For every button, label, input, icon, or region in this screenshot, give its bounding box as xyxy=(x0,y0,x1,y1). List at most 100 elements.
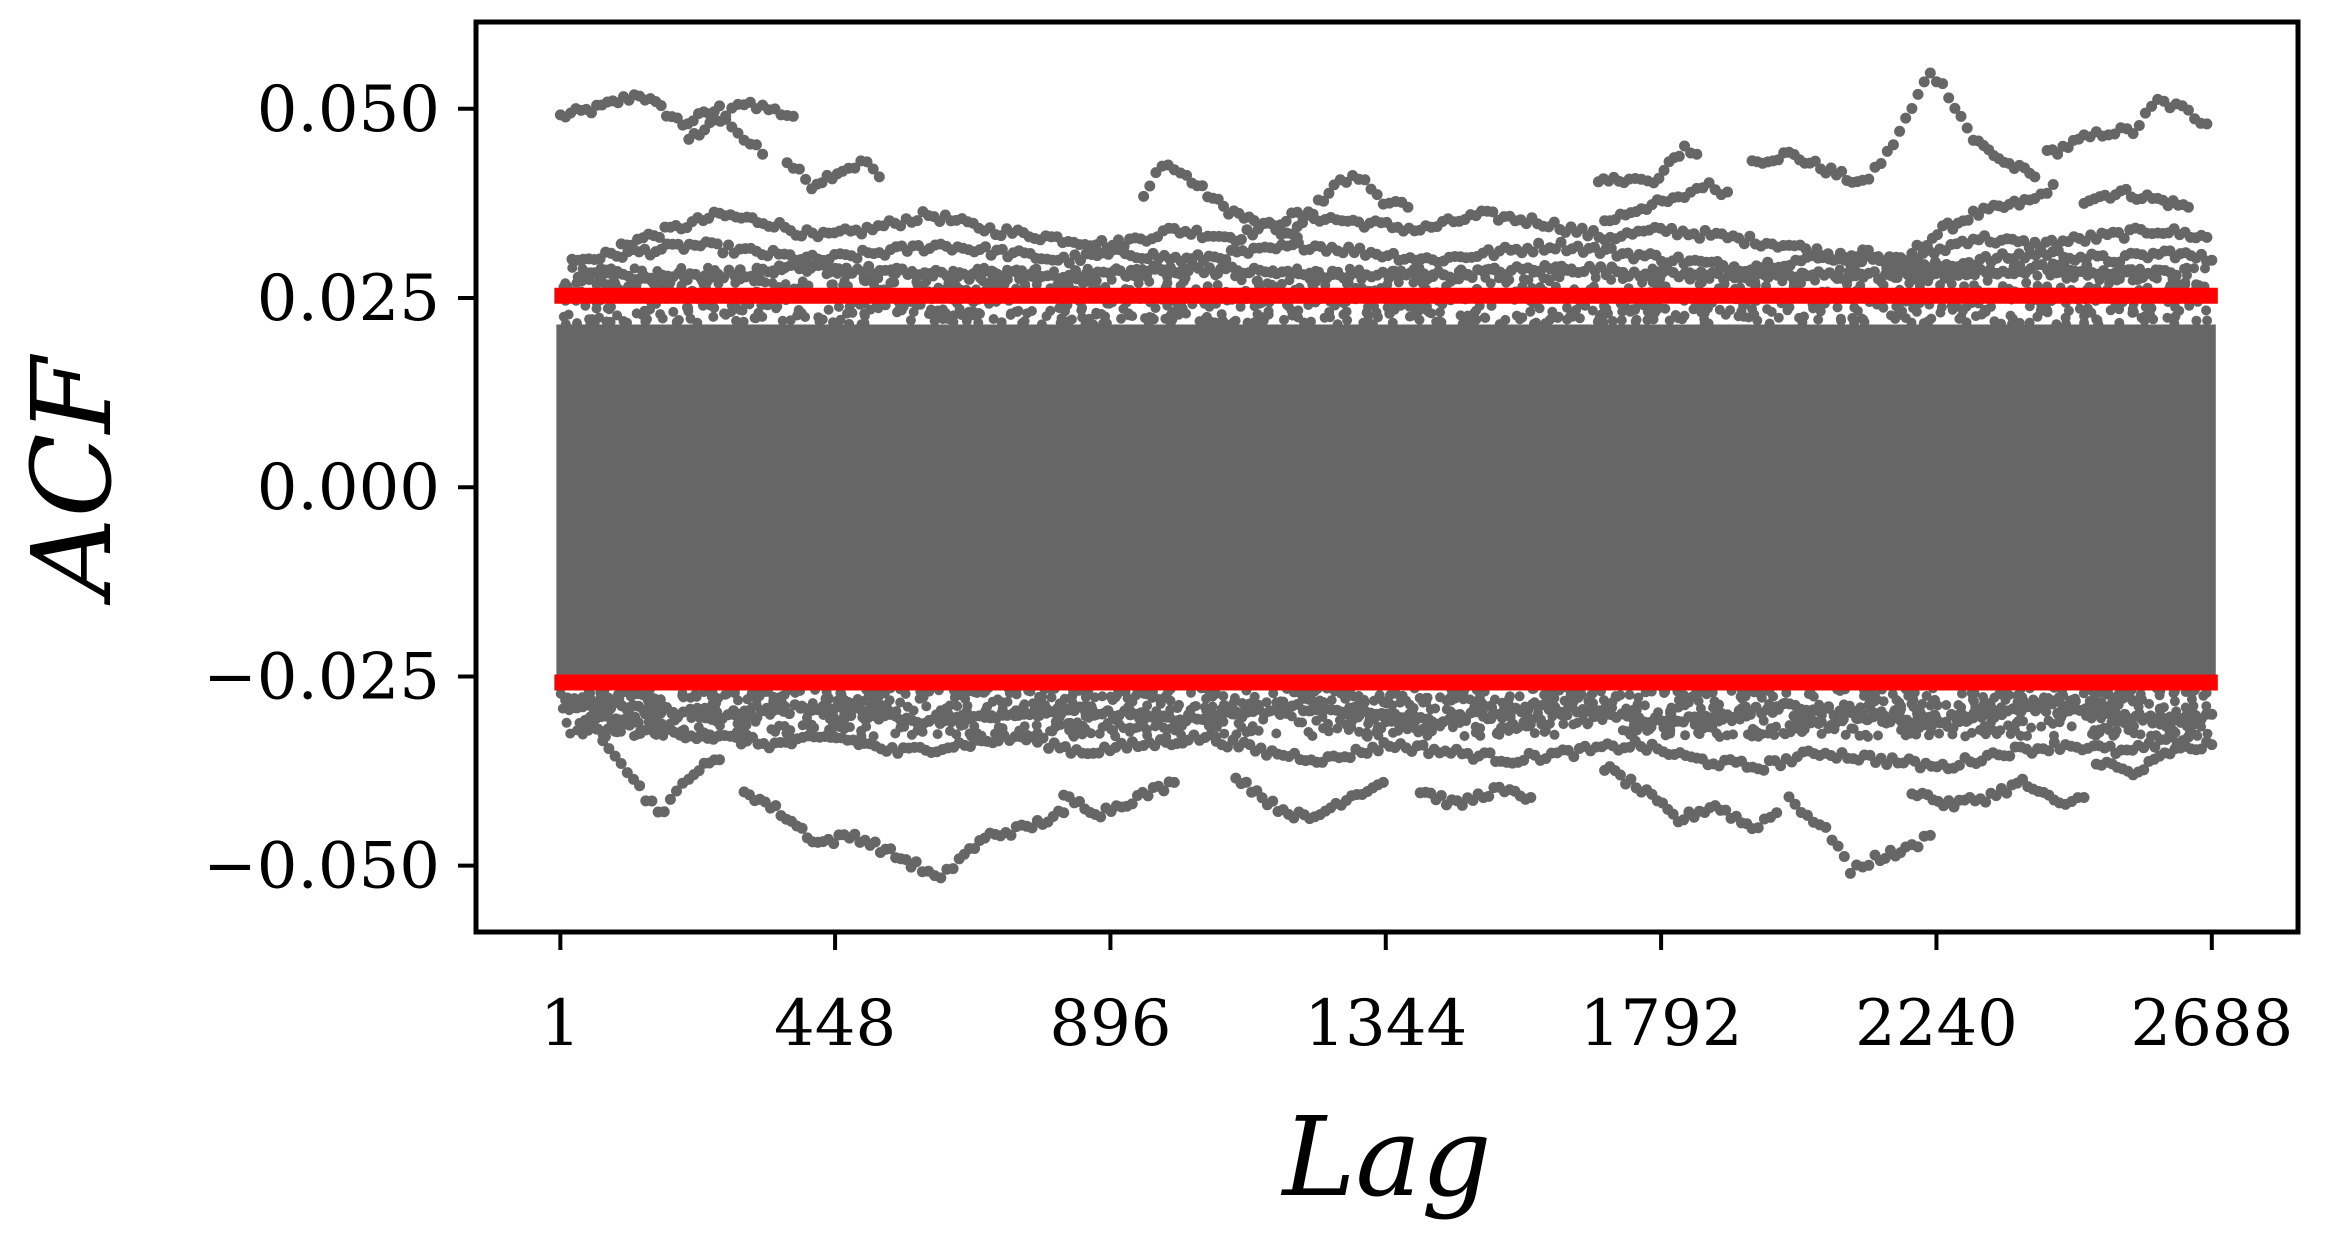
data-point xyxy=(757,263,768,274)
data-point xyxy=(1220,702,1231,713)
data-point xyxy=(1693,696,1704,707)
data-point xyxy=(2140,301,2151,312)
data-point xyxy=(1161,712,1172,723)
data-point xyxy=(579,714,590,725)
data-point xyxy=(1713,264,1724,275)
data-point xyxy=(1900,313,1911,324)
data-point xyxy=(2047,179,2059,190)
data-point xyxy=(651,712,662,723)
data-point xyxy=(1847,706,1858,717)
y-axis-label: ACF xyxy=(8,353,136,606)
data-point xyxy=(2206,708,2218,720)
data-point xyxy=(1487,206,1499,218)
data-point xyxy=(1679,700,1690,711)
data-point xyxy=(1320,280,1331,291)
data-point xyxy=(1493,273,1504,284)
data-point xyxy=(923,714,934,725)
data-point xyxy=(1279,314,1289,325)
data-point xyxy=(2171,706,2182,717)
data-point xyxy=(1713,716,1724,727)
data-point xyxy=(1978,692,1989,702)
data-point xyxy=(980,241,991,253)
data-point xyxy=(1408,277,1419,288)
data-point xyxy=(602,303,613,314)
data-point xyxy=(1720,309,1731,320)
data-point xyxy=(705,702,716,713)
data-point xyxy=(1402,201,1414,213)
data-point xyxy=(1939,273,1950,284)
data-point xyxy=(1696,307,1707,318)
data-point xyxy=(2117,711,2128,722)
data-point xyxy=(2186,694,2197,705)
x-tick-label: 448 xyxy=(774,987,896,1061)
data-point xyxy=(1207,701,1218,712)
threshold-lines xyxy=(554,287,2218,691)
data-point xyxy=(1371,189,1383,201)
data-point xyxy=(2062,269,2073,280)
data-point xyxy=(1022,730,1033,740)
data-point xyxy=(655,100,667,112)
data-point xyxy=(1235,301,1246,312)
data-point xyxy=(1836,315,1847,326)
data-point xyxy=(1500,314,1511,325)
data-point xyxy=(1125,705,1136,716)
data-point xyxy=(1372,745,1384,757)
data-point xyxy=(1076,305,1087,316)
data-point xyxy=(714,754,725,766)
data-point xyxy=(2081,710,2091,721)
data-point xyxy=(1686,712,1697,723)
data-point xyxy=(1304,267,1315,278)
data-point xyxy=(730,277,741,288)
data-point xyxy=(1107,695,1118,706)
data-point xyxy=(2053,692,2064,702)
data-point xyxy=(828,721,839,732)
data-point xyxy=(859,318,870,328)
data-point xyxy=(1150,721,1161,732)
data-point xyxy=(1794,312,1805,323)
data-point xyxy=(969,721,980,732)
data-point xyxy=(1359,174,1371,186)
data-point xyxy=(1868,266,1880,278)
data-point xyxy=(2105,706,2116,717)
data-point xyxy=(1387,317,1398,328)
data-point xyxy=(814,316,825,327)
data-point xyxy=(1067,697,1078,708)
data-point xyxy=(1142,790,1154,802)
data-point xyxy=(943,314,954,325)
data-point xyxy=(1961,122,1973,134)
data-point xyxy=(2015,730,2026,741)
data-point xyxy=(1637,277,1648,288)
data-point xyxy=(1414,692,1425,703)
data-point xyxy=(914,693,925,704)
data-point xyxy=(612,689,623,700)
data-point xyxy=(752,712,763,723)
data-point xyxy=(1621,703,1632,714)
data-point xyxy=(1314,266,1324,277)
data-point xyxy=(1299,693,1310,704)
data-point xyxy=(560,693,571,704)
data-point xyxy=(979,262,990,273)
data-point xyxy=(2007,318,2018,329)
data-point xyxy=(1948,722,1959,733)
data-point xyxy=(2054,267,2065,278)
data-point xyxy=(1137,270,1148,281)
data-point xyxy=(954,304,965,315)
data-point xyxy=(595,693,605,704)
data-point xyxy=(725,267,736,278)
data-point xyxy=(572,318,582,329)
data-point xyxy=(973,317,984,328)
data-point xyxy=(1783,791,1795,803)
data-point xyxy=(1962,214,1974,226)
data-point xyxy=(823,692,834,703)
data-point xyxy=(666,725,676,736)
data-point xyxy=(595,263,606,274)
data-point xyxy=(1639,700,1650,711)
data-point xyxy=(1161,731,1172,742)
data-point xyxy=(717,247,729,259)
data-point xyxy=(2134,708,2145,718)
data-point xyxy=(714,100,725,112)
data-point xyxy=(1576,689,1587,700)
data-point xyxy=(858,696,869,706)
data-point xyxy=(1306,316,1316,327)
data-point xyxy=(1196,180,1208,192)
